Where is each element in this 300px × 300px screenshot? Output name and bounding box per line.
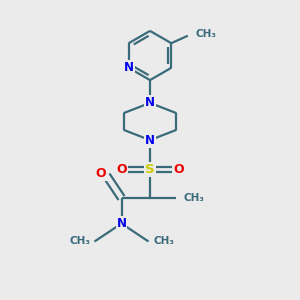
Text: N: N	[116, 217, 127, 230]
Text: O: O	[173, 163, 184, 176]
Text: CH₃: CH₃	[69, 236, 90, 247]
Text: O: O	[116, 163, 127, 176]
Text: N: N	[145, 134, 155, 147]
Text: CH₃: CH₃	[195, 29, 216, 39]
Text: O: O	[96, 167, 106, 180]
Text: CH₃: CH₃	[183, 193, 204, 203]
Text: CH₃: CH₃	[153, 236, 174, 247]
Text: S: S	[145, 163, 155, 176]
Text: N: N	[124, 61, 134, 74]
Text: N: N	[145, 96, 155, 110]
